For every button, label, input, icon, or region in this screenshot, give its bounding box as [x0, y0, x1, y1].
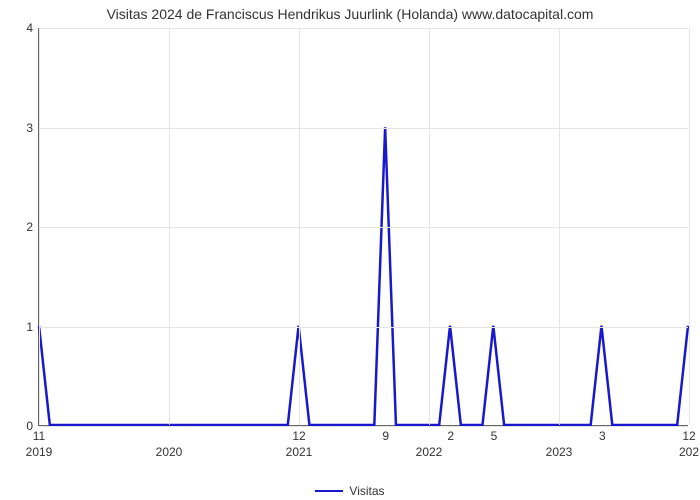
- hgrid: [39, 327, 688, 328]
- vgrid: [39, 28, 40, 425]
- xtick-month: 11: [33, 429, 45, 443]
- xtick-month: 12: [682, 429, 695, 443]
- ytick-label: 2: [26, 220, 33, 234]
- vgrid: [559, 28, 560, 425]
- xtick-year: 2023: [546, 445, 573, 459]
- hgrid: [39, 128, 688, 129]
- xtick-month: 5: [491, 429, 498, 443]
- plot-area: 01234201920202021202220232021112925312: [38, 28, 688, 426]
- chart-title: Visitas 2024 de Franciscus Hendrikus Juu…: [0, 6, 700, 22]
- series-line: [39, 127, 688, 425]
- legend-label: Visitas: [349, 484, 384, 498]
- xtick-year: 2022: [416, 445, 443, 459]
- hgrid: [39, 28, 688, 29]
- vgrid: [299, 28, 300, 425]
- xtick-month: 3: [599, 429, 606, 443]
- vgrid: [169, 28, 170, 425]
- ytick-label: 1: [26, 320, 33, 334]
- chart-container: Visitas 2024 de Franciscus Hendrikus Juu…: [0, 0, 700, 500]
- xtick-year: 2019: [26, 445, 53, 459]
- hgrid: [39, 227, 688, 228]
- vgrid: [429, 28, 430, 425]
- legend: Visitas: [0, 483, 700, 498]
- xtick-year: 202: [679, 445, 699, 459]
- legend-swatch: [315, 490, 343, 492]
- ytick-label: 4: [26, 21, 33, 35]
- xtick-year: 2020: [156, 445, 183, 459]
- xtick-year: 2021: [286, 445, 313, 459]
- vgrid: [689, 28, 690, 425]
- xtick-month: 2: [447, 429, 454, 443]
- xtick-month: 9: [382, 429, 389, 443]
- hgrid: [39, 426, 688, 427]
- ytick-label: 3: [26, 121, 33, 135]
- xtick-month: 12: [292, 429, 305, 443]
